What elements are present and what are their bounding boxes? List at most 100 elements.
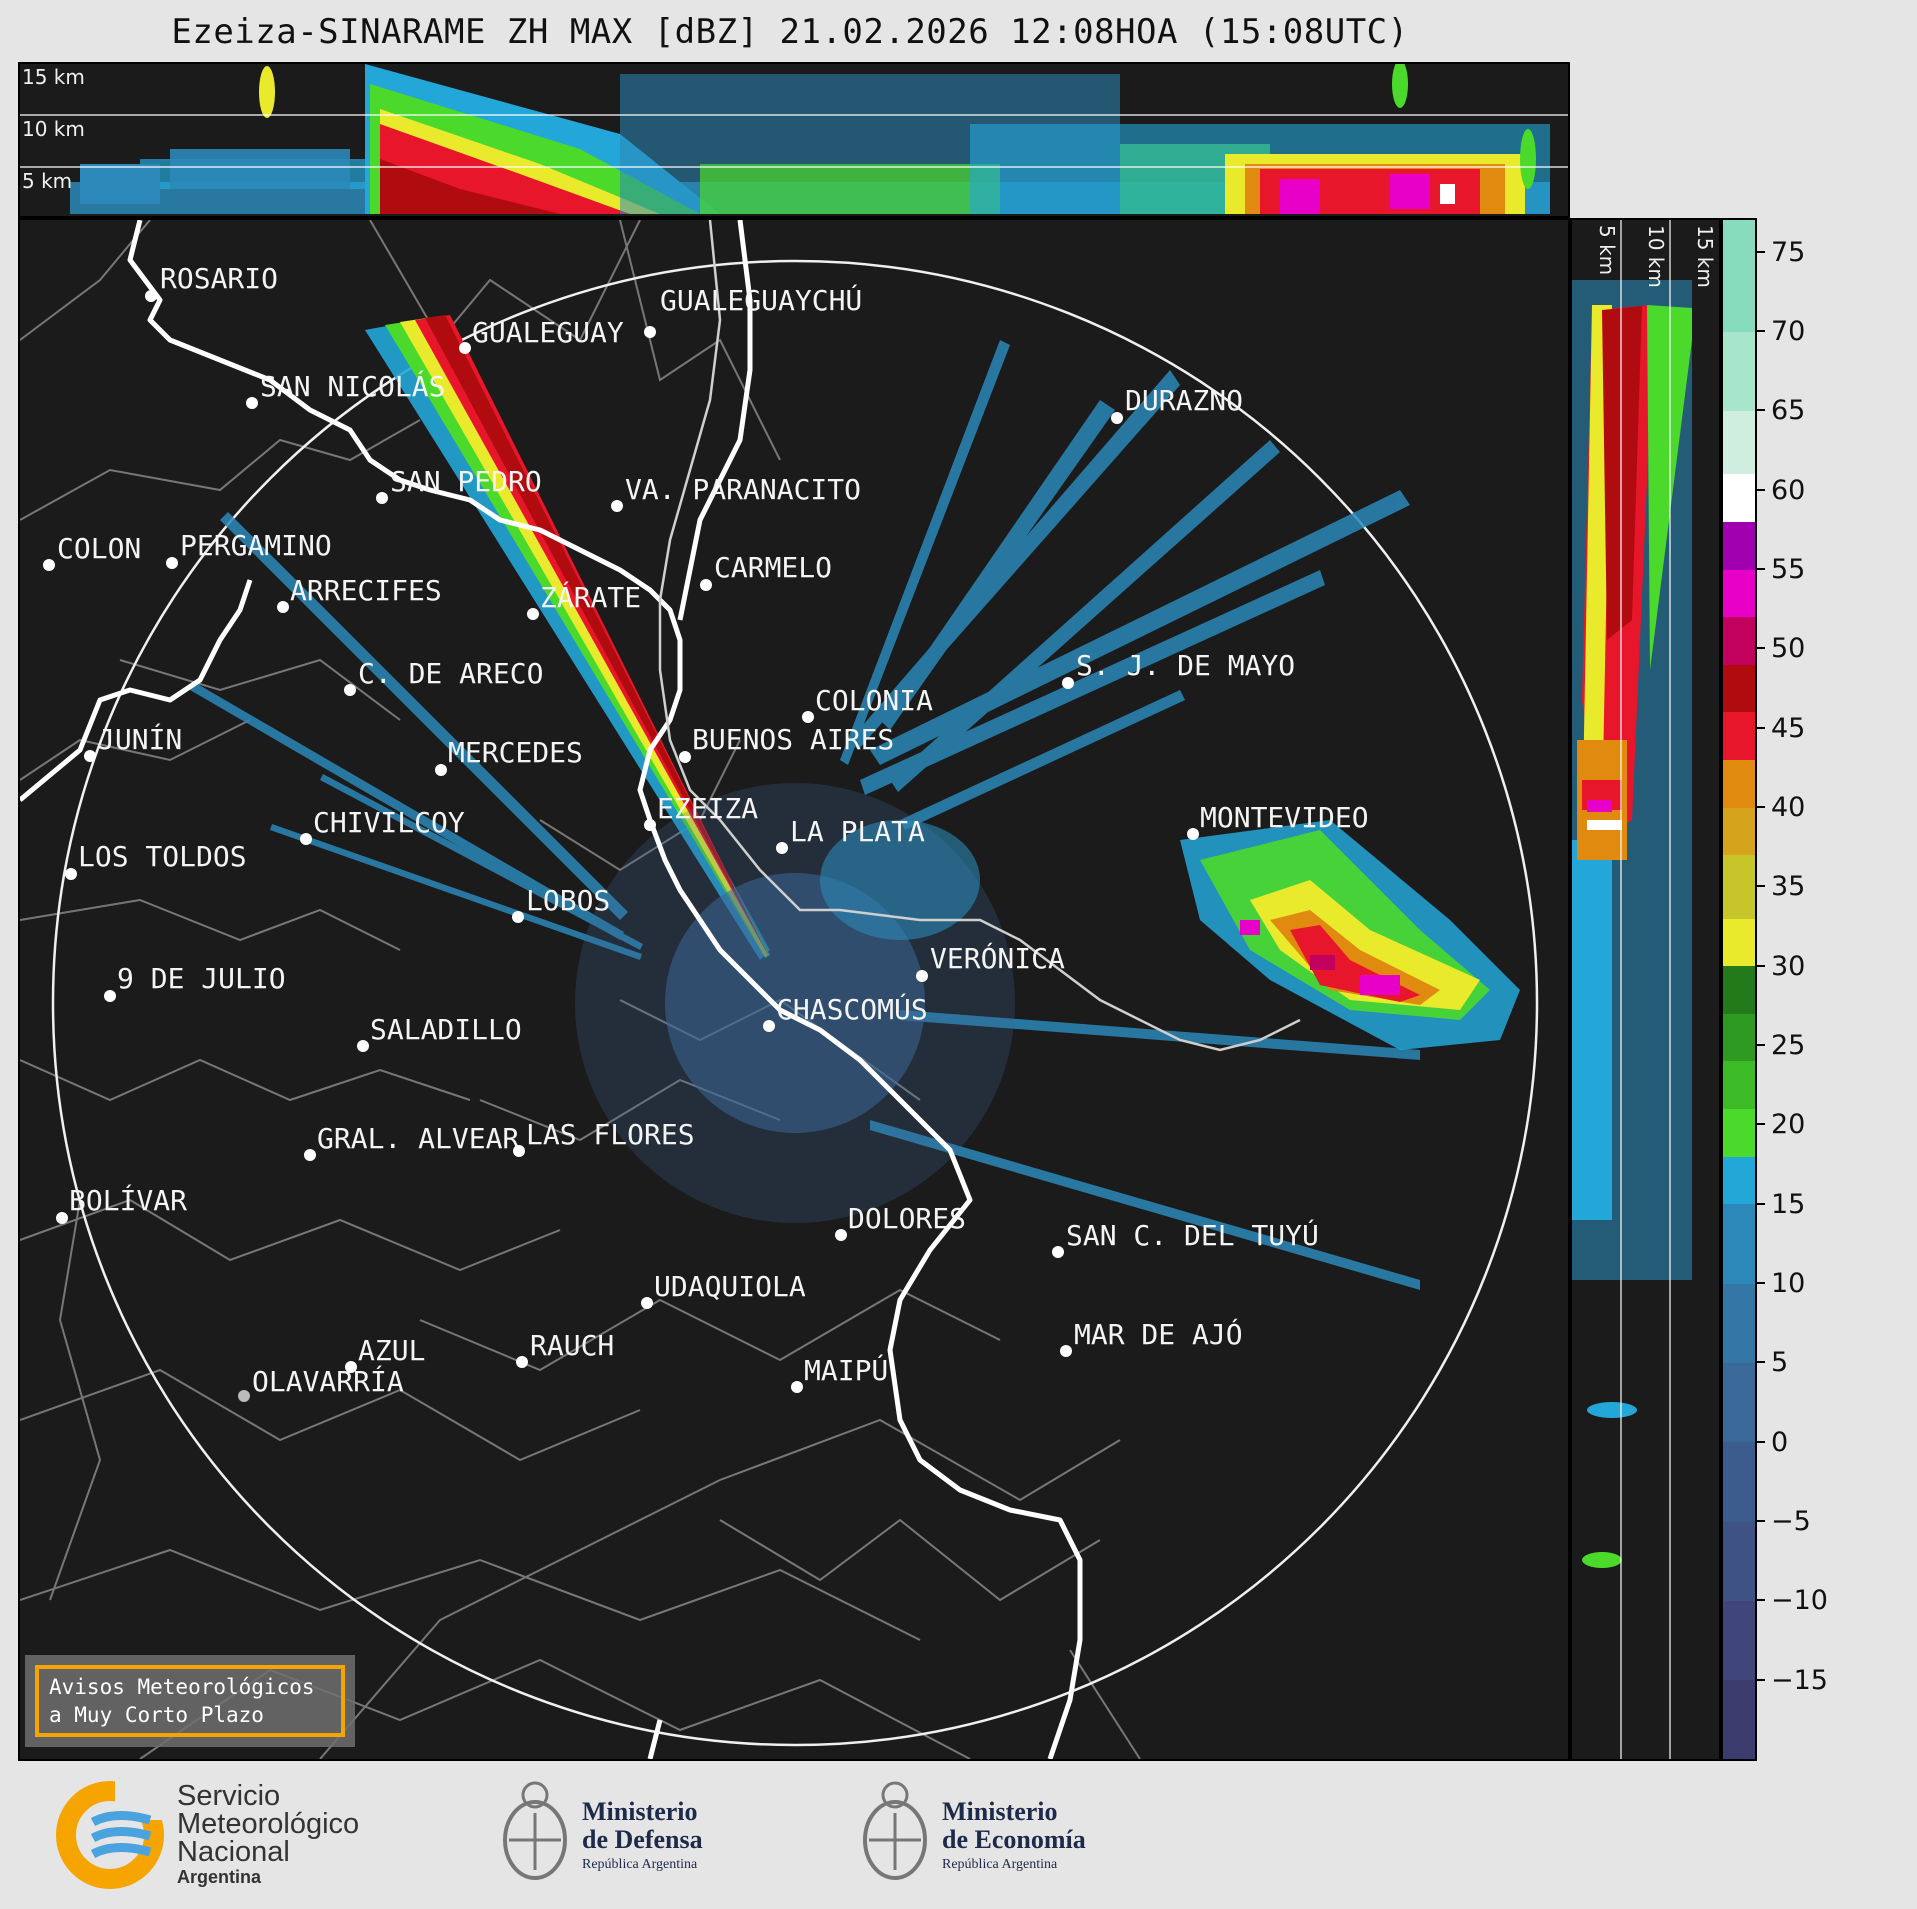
radar-map-panel: ROSARIO GUALEGUAYCHÚ GUALEGUAY SAN NICOL…: [18, 218, 1570, 1761]
colorbar-tick-mark: [1757, 885, 1765, 888]
colorbar-tick-label: −5: [1771, 1506, 1811, 1537]
city-label-san-nicolas: SAN NICOLÁS: [260, 369, 445, 403]
avisos-line1: Avisos Meteorológicos: [49, 1675, 315, 1699]
avisos-inner: Avisos Meteorológicos a Muy Corto Plazo: [35, 1665, 345, 1737]
city-label-los-toldos: LOS TOLDOS: [78, 840, 247, 873]
colorbar-tick-mark: [1757, 250, 1765, 253]
city-label-dolores: DOLORES: [848, 1202, 966, 1235]
colorbar-tick-label: 60: [1771, 474, 1806, 506]
colorbar-segment: [1723, 664, 1755, 713]
radar-map: ROSARIO GUALEGUAYCHÚ GUALEGUAY SAN NICOL…: [20, 220, 1539, 1759]
colorbar-segment: [1723, 1441, 1755, 1522]
colorbar-segment: [1723, 1156, 1755, 1205]
colorbar-tick-mark: [1757, 330, 1765, 333]
city-label-pergamino: PERGAMINO: [180, 529, 332, 562]
colorbar-tick-mark: [1757, 488, 1765, 491]
colorbar-tick-label: 30: [1771, 950, 1806, 982]
chart-title: Ezeiza-SINARAME ZH MAX [dBZ] 21.02.2026 …: [171, 12, 1409, 52]
colorbar-segment: [1723, 1600, 1755, 1681]
colorbar-segment: [1723, 759, 1755, 808]
colorbar-tick-mark: [1757, 568, 1765, 571]
colorbar-segment: [1723, 473, 1755, 522]
range-ring: [51, 259, 1539, 1747]
city-label-san-pedro: SAN PEDRO: [390, 465, 542, 498]
colorbar-tick-label: 20: [1771, 1109, 1806, 1141]
city-label-colon: COLON: [57, 532, 141, 565]
colorbar-tick-label: 5: [1771, 1347, 1789, 1379]
colorbar-tick-label: 25: [1771, 1030, 1806, 1062]
ministerio-economia-logo: Ministerio de Economía República Argenti…: [850, 1770, 1130, 1900]
economia-line3: República Argentina: [942, 1857, 1058, 1872]
echo-streaks: [190, 340, 1420, 1290]
colorbar-tick-label: 65: [1771, 395, 1806, 427]
side-height-label-15km: 15 km: [1693, 225, 1717, 288]
avisos-box[interactable]: Avisos Meteorológicos a Muy Corto Plazo: [25, 1655, 355, 1747]
city-label-colonia: COLONIA: [815, 684, 933, 717]
colorbar-tick-mark: [1757, 1044, 1765, 1047]
smn-line4: Argentina: [177, 1867, 262, 1887]
colorbar-segment: [1723, 807, 1755, 856]
side-cross-section-graphic: 5 km 10 km 15 km: [1572, 220, 1717, 1759]
colorbar-tick-mark: [1757, 1520, 1765, 1522]
city-label-olavarria: OLAVARRÍA: [252, 1364, 404, 1398]
colorbar-tick-mark: [1757, 1599, 1765, 1602]
city-label-mercedes: MERCEDES: [448, 736, 583, 769]
smn-logo: Servicio Meteorológico Nacional Argentin…: [55, 1770, 395, 1900]
city-label-maipu: MAIPÚ: [804, 1353, 888, 1387]
colorbar-tick-mark: [1757, 1440, 1765, 1443]
colorbar-tick-label: 15: [1771, 1188, 1806, 1220]
coastline: [20, 220, 1083, 1759]
colorbar-segment: [1723, 1060, 1755, 1109]
colorbar-tick-label: 10: [1771, 1268, 1806, 1300]
colorbar-segment: [1723, 965, 1755, 1014]
smn-logo-icon: [56, 1780, 165, 1889]
colorbar-segment: [1723, 1521, 1755, 1601]
city-label-azul: AZUL: [358, 1334, 425, 1367]
colorbar-segment: [1723, 1108, 1755, 1157]
city-label-rosario: ROSARIO: [160, 262, 278, 295]
colorbar-tick-mark: [1757, 1123, 1765, 1126]
colorbar-segment: [1723, 569, 1755, 618]
city-label-udaquiola: UDAQUIOLA: [654, 1270, 806, 1303]
side-cross-section-panel: 5 km 10 km 15 km: [1570, 218, 1721, 1761]
colorbar-tick-mark: [1757, 964, 1765, 967]
city-label-ezeiza: EZEIZA: [657, 792, 758, 825]
ministerio-defensa-logo: Ministerio de Defensa República Argentin…: [490, 1770, 750, 1900]
colorbar-segment: [1723, 854, 1755, 919]
city-label-las-flores: LAS FLORES: [526, 1118, 695, 1151]
colorbar-tick-label: −15: [1771, 1664, 1828, 1696]
colorbar-tick-mark: [1757, 806, 1765, 809]
colorbar-tick-label: 55: [1771, 554, 1806, 586]
economia-line2: de Economía: [942, 1825, 1086, 1854]
storm-cell-east: [1180, 820, 1520, 1050]
smn-line1: Servicio: [177, 1780, 281, 1812]
colorbar-tick-label: 40: [1771, 792, 1806, 824]
city-label-va-paranacito: VA. PARANACITO: [625, 473, 861, 506]
colorbar-tick-mark: [1757, 647, 1765, 650]
colorbar-tick-label: 0: [1771, 1426, 1789, 1458]
city-label-carmelo: CARMELO: [714, 551, 832, 584]
city-label-zarate: ZÁRATE: [540, 580, 641, 614]
height-label-5km: 5 km: [22, 169, 72, 193]
city-label-durazno: DURAZNO: [1125, 384, 1243, 417]
city-label-junin: JUNÍN: [98, 722, 182, 756]
city-label-montevideo: MONTEVIDEO: [1200, 801, 1369, 834]
colorbar-tick-label: 50: [1771, 633, 1806, 665]
colorbar-tick-mark: [1757, 1678, 1765, 1681]
colorbar-tick-label: −10: [1771, 1585, 1828, 1617]
city-label-bolivar: BOLÍVAR: [69, 1183, 187, 1217]
economia-line1: Ministerio: [942, 1797, 1058, 1826]
city-label-arrecifes: ARRECIFES: [290, 574, 442, 607]
defensa-line3: República Argentina: [582, 1857, 698, 1872]
city-label-mar-de-ajo: MAR DE AJÓ: [1074, 1317, 1243, 1351]
city-label-9-de-julio: 9 DE JULIO: [117, 962, 286, 995]
colorbar-tick-mark: [1757, 1282, 1765, 1285]
city-label-veronica: VERÓNICA: [930, 941, 1065, 975]
colorbar-segment: [1723, 1283, 1755, 1363]
colorbar-segment: [1723, 1203, 1755, 1284]
defensa-line2: de Defensa: [582, 1825, 703, 1854]
colorbar-segment: [1723, 1362, 1755, 1443]
height-label-15km: 15 km: [22, 65, 85, 89]
colorbar-segment: [1723, 1013, 1755, 1062]
avisos-line2: a Muy Corto Plazo: [49, 1703, 264, 1727]
